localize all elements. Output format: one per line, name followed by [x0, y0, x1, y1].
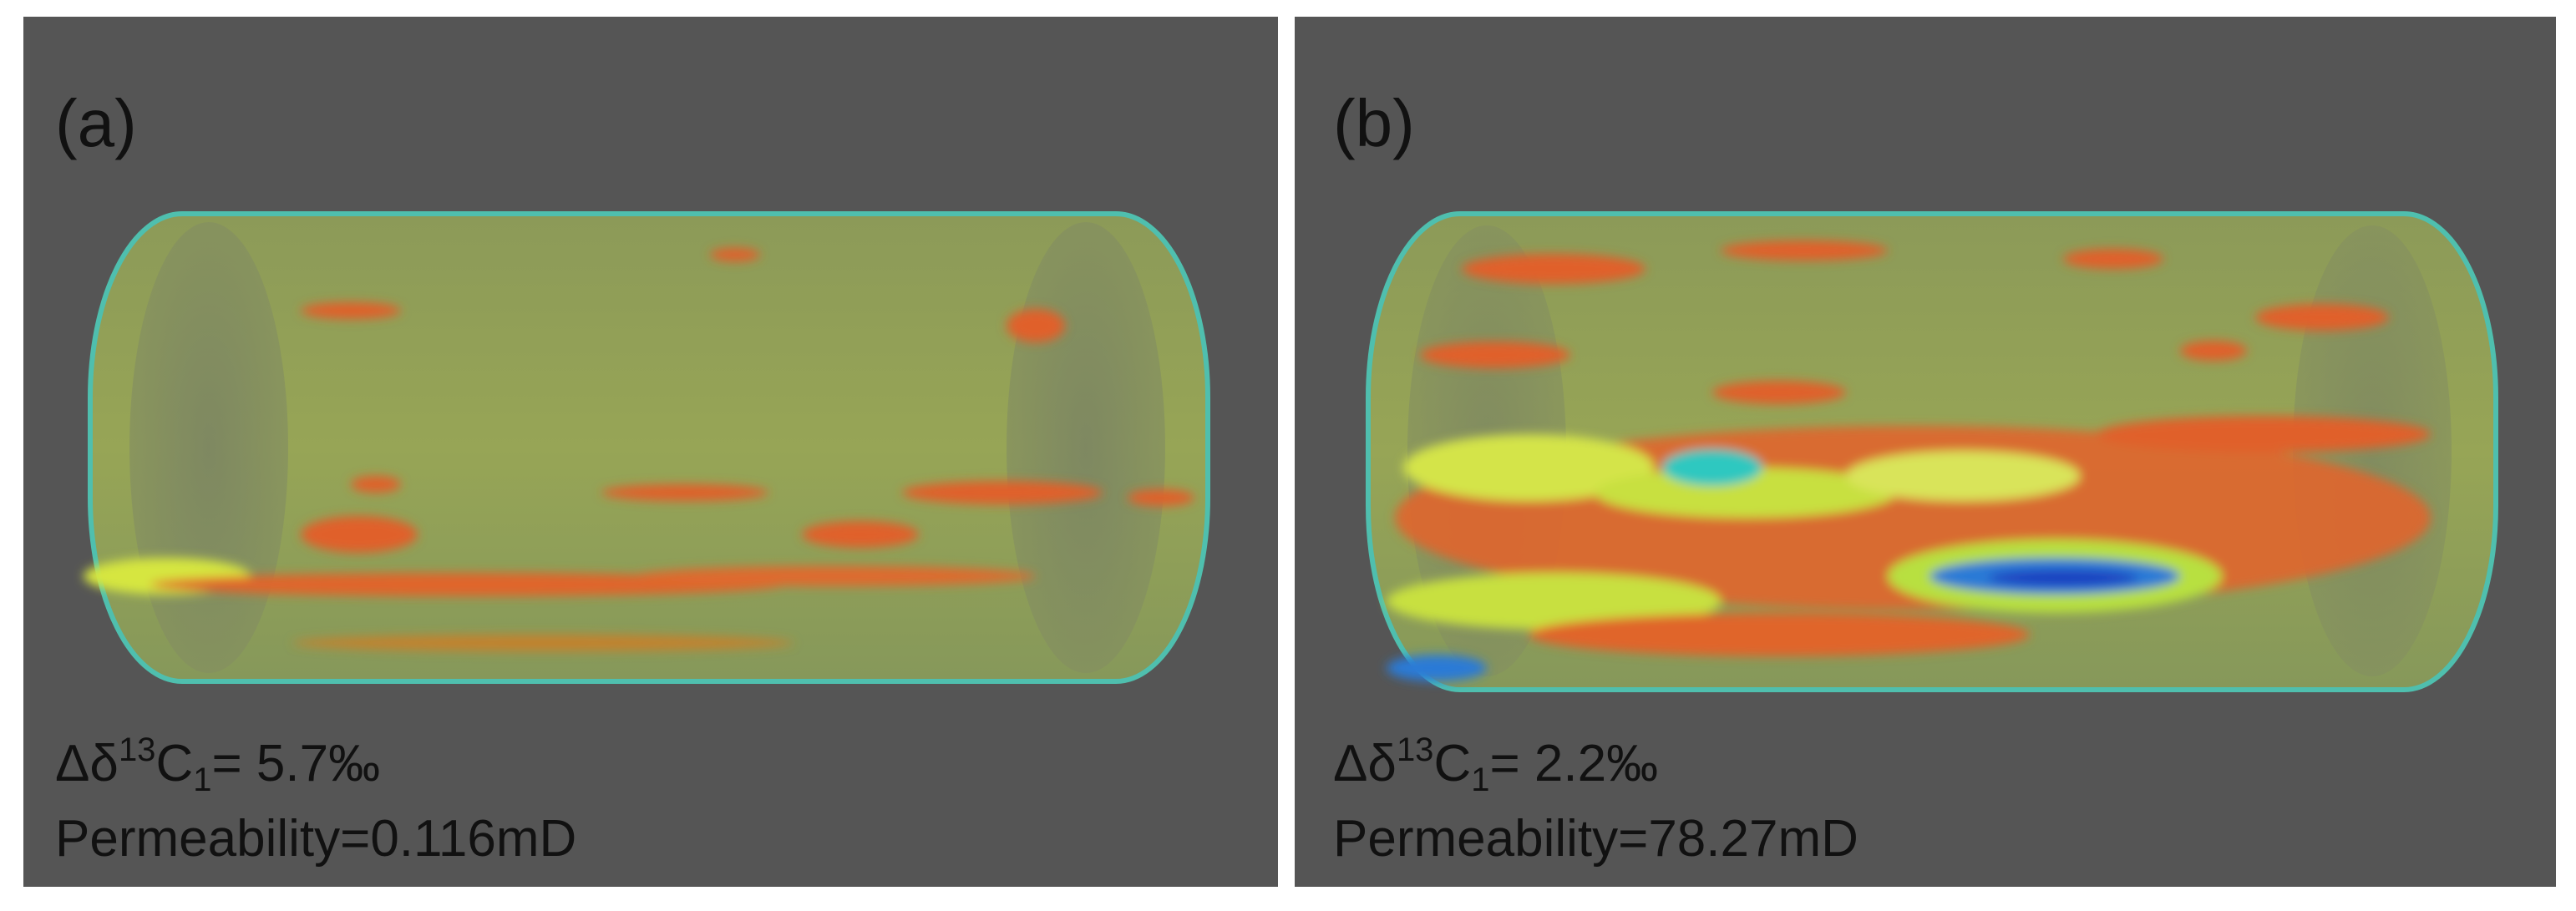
permeability-text: Permeability=0.116mD — [55, 810, 576, 868]
core-end — [129, 222, 288, 673]
isotope-sub: 1 — [193, 762, 211, 798]
isotope-value: = 2.2‰ — [1489, 735, 1658, 792]
panel-label: (b) — [1333, 86, 1415, 160]
porosity-features — [1387, 240, 2431, 681]
panel-b-content: (b) Δδ13C1= 2.2‰ Permeability=78.27mD — [1333, 86, 2498, 868]
isotope-text: Δδ13C1= 5.7‰ — [55, 731, 380, 798]
isotope-prefix: Δδ — [1333, 735, 1397, 792]
isotope-element: C — [1433, 735, 1471, 792]
isotope-element: C — [155, 735, 193, 792]
isotope-sup: 13 — [119, 731, 156, 768]
isotope-prefix: Δδ — [55, 735, 119, 792]
isotope-value: = 5.7‰ — [211, 735, 380, 792]
isotope-text: Δδ13C1= 2.2‰ — [1333, 731, 1658, 798]
isotope-sup: 13 — [1397, 731, 1434, 768]
isotope-sub: 1 — [1471, 762, 1489, 798]
porosity-features — [84, 248, 1194, 651]
panel-a: (a) Δδ13C1= 5.7‰ Permeability=0.116mD — [23, 17, 1278, 887]
panel-b: (b) Δδ13C1= 2.2‰ Permeability=78.27mD — [1295, 17, 2556, 887]
core-cylinder — [88, 211, 1210, 684]
core-end — [1007, 222, 1165, 673]
panel-label: (a) — [55, 86, 137, 160]
permeability-text: Permeability=78.27mD — [1333, 810, 1858, 868]
